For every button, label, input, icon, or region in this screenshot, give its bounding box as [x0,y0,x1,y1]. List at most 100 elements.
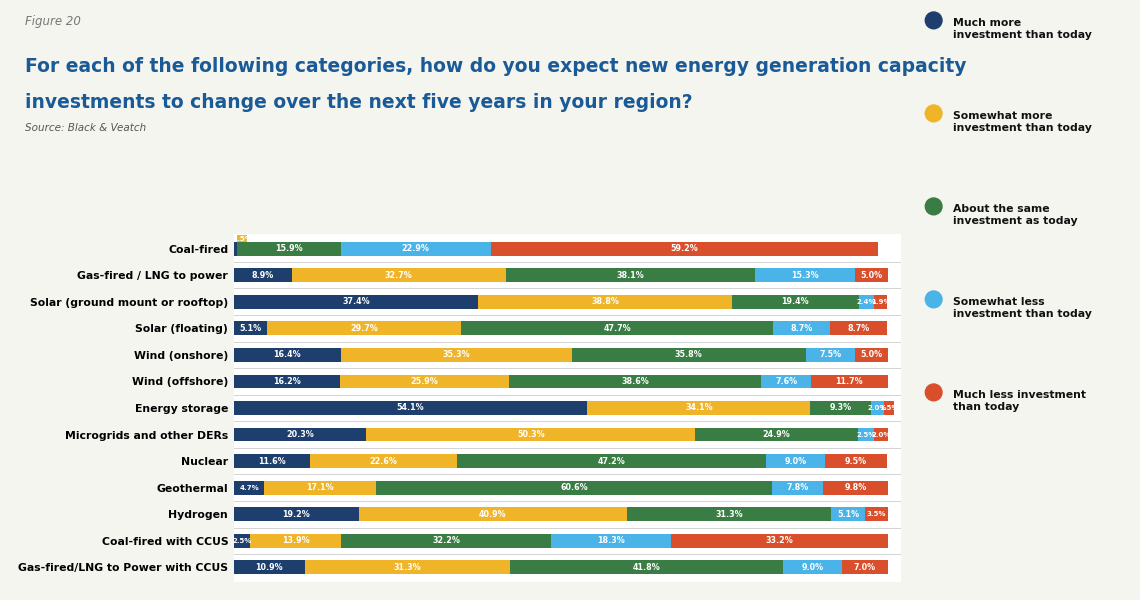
Bar [234,242,237,256]
Circle shape [926,12,942,29]
Text: About the same
investment as today: About the same investment as today [953,204,1077,226]
Bar [250,534,341,548]
Text: For each of the following categories, how do you expect new energy generation ca: For each of the following categories, ho… [25,57,967,76]
Text: 15.9%: 15.9% [275,244,303,253]
Bar [762,374,811,388]
Bar [510,560,783,574]
Bar [366,428,695,442]
Bar [234,348,341,362]
Text: 2.4%: 2.4% [857,299,877,305]
Text: 41.8%: 41.8% [633,563,660,572]
Text: investments to change over the next five years in your region?: investments to change over the next five… [25,93,693,112]
Bar [806,348,855,362]
Text: 38.8%: 38.8% [592,297,619,306]
Bar [831,508,864,521]
Bar [340,374,508,388]
Text: 8.9%: 8.9% [252,271,274,280]
Text: 38.1%: 38.1% [617,271,644,280]
Text: 29.7%: 29.7% [350,324,378,333]
Bar [376,481,773,494]
Bar [855,268,888,282]
Bar [341,242,490,256]
Text: 3.5%: 3.5% [866,511,886,517]
Bar [264,481,376,494]
Bar [830,322,887,335]
Bar [885,401,894,415]
Text: 34.1%: 34.1% [685,403,712,413]
Bar [871,401,885,415]
Text: 7.8%: 7.8% [787,483,809,492]
Bar [823,481,888,494]
Bar [237,235,246,242]
Text: 22.9%: 22.9% [402,244,430,253]
Text: 2.0%: 2.0% [868,405,887,411]
Text: 8.7%: 8.7% [847,324,870,333]
Text: 9.0%: 9.0% [801,563,823,572]
Bar [841,560,888,574]
Bar [695,428,858,442]
Bar [306,560,510,574]
Text: 1.9%: 1.9% [871,299,890,305]
Text: 40.9%: 40.9% [479,510,507,519]
Text: 54.1%: 54.1% [397,403,424,413]
Bar [234,374,340,388]
Text: 50.3%: 50.3% [518,430,545,439]
Bar [234,295,478,308]
Text: 11.6%: 11.6% [258,457,285,466]
Text: 37.4%: 37.4% [342,297,369,306]
Bar [234,322,267,335]
Bar [310,454,457,468]
Circle shape [926,291,942,308]
Text: 7.6%: 7.6% [775,377,797,386]
Text: 2.5%: 2.5% [856,431,876,437]
Bar [237,242,341,256]
Text: 16.4%: 16.4% [274,350,301,359]
Bar [858,295,874,308]
Bar [773,481,823,494]
Text: 19.4%: 19.4% [782,297,809,306]
Bar [234,454,310,468]
Text: 13.9%: 13.9% [282,536,309,545]
Bar [572,348,806,362]
Bar [490,242,878,256]
Text: 11.7%: 11.7% [836,377,863,386]
Text: 5.0%: 5.0% [860,271,882,280]
Bar [234,534,250,548]
Text: 5.0%: 5.0% [860,350,882,359]
Bar [341,534,552,548]
Text: 31.3%: 31.3% [715,510,743,519]
Text: 47.7%: 47.7% [603,324,630,333]
Circle shape [926,384,942,401]
Text: 9.0%: 9.0% [784,457,806,466]
Text: 60.6%: 60.6% [561,483,588,492]
Bar [824,454,887,468]
Text: 9.3%: 9.3% [830,403,852,413]
Text: 19.2%: 19.2% [283,510,310,519]
Text: Somewhat less
investment than today: Somewhat less investment than today [953,297,1092,319]
Text: 16.2%: 16.2% [272,377,301,386]
Text: 1.5%: 1.5% [231,236,252,242]
Bar [508,374,762,388]
Bar [234,508,359,521]
Bar [234,268,292,282]
Text: 32.7%: 32.7% [385,271,413,280]
Text: 38.6%: 38.6% [621,377,649,386]
Bar [478,295,732,308]
Bar [292,268,506,282]
Text: 9.8%: 9.8% [845,483,866,492]
Bar [462,322,773,335]
Text: 8.7%: 8.7% [790,324,813,333]
Text: 10.9%: 10.9% [255,563,283,572]
Text: 35.3%: 35.3% [442,350,470,359]
Text: 2.5%: 2.5% [233,538,252,544]
Text: Much more
investment than today: Much more investment than today [953,18,1092,40]
Text: 5.1%: 5.1% [239,324,261,333]
Bar [267,322,462,335]
Bar [855,348,888,362]
Bar [811,374,888,388]
Text: 9.5%: 9.5% [845,457,866,466]
Bar [858,428,874,442]
Text: 35.8%: 35.8% [675,350,702,359]
Bar [766,454,824,468]
Bar [234,401,587,415]
